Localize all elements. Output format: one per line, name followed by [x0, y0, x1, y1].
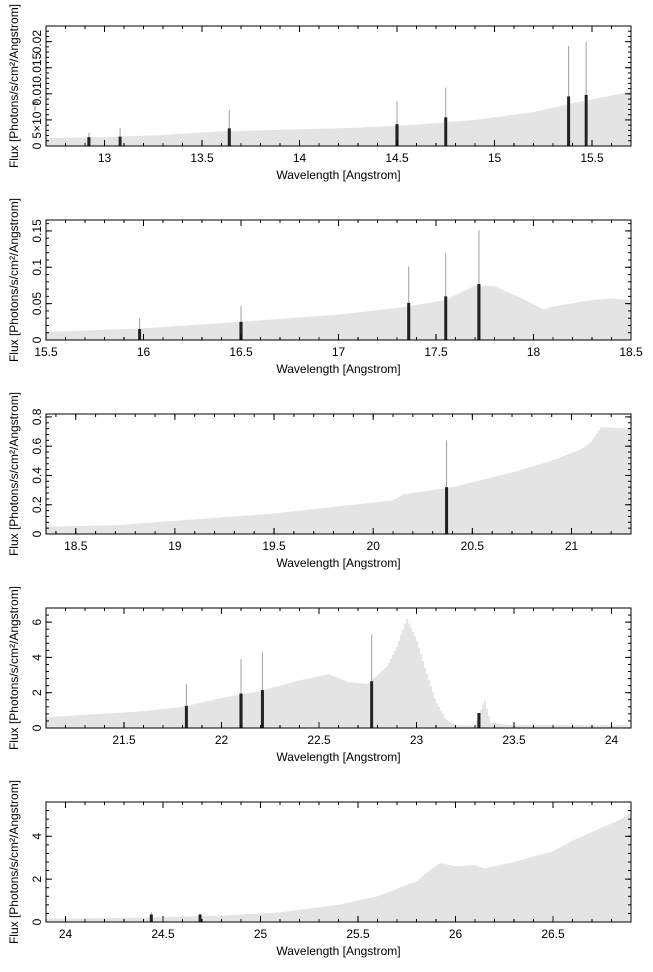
line-bar	[445, 487, 449, 534]
y-axis-title: Flux [Photons/s/cm²/Angstrom]	[7, 4, 21, 168]
x-tick-label: 22.5	[307, 733, 331, 747]
x-tick-label: 17.5	[424, 345, 448, 359]
x-axis-title: Wavelength [Angstrom]	[276, 556, 400, 570]
x-tick-label: 20	[367, 539, 381, 553]
y-tick-label: 0.02	[30, 30, 44, 54]
line-bar	[239, 321, 243, 340]
line-bar	[370, 681, 374, 728]
y-tick-label: 4	[30, 833, 44, 840]
y-tick-label: 2	[30, 689, 44, 696]
emission-lines	[87, 42, 588, 146]
x-tick-label: 14.5	[385, 151, 409, 165]
y-tick-label: 0.6	[30, 438, 44, 455]
y-tick-label: 0	[30, 918, 44, 925]
line-bar	[407, 302, 411, 340]
y-tick-label: 0.15	[30, 219, 44, 243]
x-tick-label: 17	[332, 345, 346, 359]
x-tick-label: 25	[254, 927, 268, 941]
line-bar	[477, 284, 481, 340]
y-tick-label: 0.01	[30, 82, 44, 106]
y-axis-title: Flux [Photons/s/cm²/Angstrom]	[7, 392, 21, 556]
y-tick-label: 0.05	[30, 292, 44, 316]
x-tick-label: 19	[168, 539, 182, 553]
spectrum-panel-3: 18.5 19 19.5 20 20.5 21 0 0.2 0.4 0.6 0.8 Wavelengt…	[7, 392, 632, 570]
y-tick-label: 0.1	[30, 259, 44, 276]
x-axis-title: Wavelength [Angstrom]	[276, 944, 400, 958]
x-tick-label: 19.5	[262, 539, 286, 553]
x-tick-label: 20.5	[461, 539, 485, 553]
emission-lines	[445, 440, 449, 534]
x-axis-title: Wavelength [Angstrom]	[276, 750, 400, 764]
x-tick-label: 16.5	[229, 345, 253, 359]
line-bar	[444, 296, 448, 340]
x-tick-label: 18.5	[619, 345, 643, 359]
line-bar	[149, 914, 153, 922]
x-tick-label: 21	[565, 539, 579, 553]
line-bar	[260, 690, 264, 728]
line-bar	[138, 329, 142, 340]
line-bar	[395, 124, 399, 146]
line-bar	[118, 136, 122, 146]
y-tick-label: 6	[30, 618, 44, 625]
x-axis-title: Wavelength [Angstrom]	[276, 362, 400, 376]
y-tick-label: 0	[30, 142, 44, 149]
x-tick-label: 13.5	[190, 151, 214, 165]
y-tick-label: 0.8	[30, 408, 44, 425]
continuum-bars	[46, 285, 630, 340]
x-tick-label: 15.5	[580, 151, 604, 165]
x-axis-title: Wavelength [Angstrom]	[276, 168, 400, 182]
line-bar	[184, 705, 188, 728]
emission-lines	[138, 230, 481, 340]
line-bar	[567, 96, 571, 146]
x-tick-label: 21.5	[112, 733, 136, 747]
spectrum-panel-2: 15.5 16 16.5 17 17.5 18 18.5 0 0.05 0.1 0.15 Wavele…	[7, 198, 643, 376]
continuum-bars	[46, 427, 630, 534]
line-bar	[444, 117, 448, 146]
x-tick-label: 15	[488, 151, 502, 165]
y-axis-title: Flux [Photons/s/cm²/Angstrom]	[7, 586, 21, 750]
x-tick-label: 24	[59, 927, 73, 941]
continuum-bars	[46, 92, 630, 146]
x-tick-label: 26.5	[541, 927, 565, 941]
line-bar	[477, 713, 481, 728]
line-bar	[87, 137, 91, 146]
y-axis-title: Flux [Photons/s/cm²/Angstrom]	[7, 198, 21, 362]
emission-lines	[184, 634, 481, 728]
x-tick-label: 24	[605, 733, 619, 747]
plot-frame	[45, 413, 632, 535]
x-tick-label: 24.5	[151, 927, 175, 941]
x-tick-label: 23	[410, 733, 424, 747]
continuum-bars	[46, 814, 630, 922]
y-tick-label: 0	[30, 336, 44, 343]
y-tick-label: 0.015	[30, 52, 44, 82]
line-bar	[584, 94, 588, 146]
x-tick-label: 25.5	[346, 927, 370, 941]
x-tick-label: 15.5	[34, 345, 58, 359]
y-tick-label: 0	[30, 530, 44, 537]
y-tick-label: 0	[30, 724, 44, 731]
y-tick-label: 0.4	[30, 467, 44, 484]
y-tick-label: 0.2	[30, 496, 44, 513]
line-bar	[239, 693, 243, 728]
line-bar	[198, 914, 202, 922]
y-tick-label: 2	[30, 875, 44, 882]
x-tick-label: 13	[98, 151, 112, 165]
y-tick-label: 4	[30, 654, 44, 661]
continuum-bars	[46, 619, 630, 728]
x-tick-label: 14	[293, 151, 307, 165]
line-bar	[227, 128, 231, 146]
y-tick-label: 5×10⁻³	[30, 101, 44, 138]
x-tick-label: 23.5	[502, 733, 526, 747]
x-tick-label: 22	[215, 733, 229, 747]
x-tick-label: 16	[137, 345, 151, 359]
x-tick-label: 26	[449, 927, 463, 941]
x-tick-label: 18	[527, 345, 541, 359]
x-tick-label: 18.5	[64, 539, 88, 553]
y-axis-title: Flux [Photons/s/cm²/Angstrom]	[7, 780, 21, 944]
emission-lines	[149, 912, 202, 922]
